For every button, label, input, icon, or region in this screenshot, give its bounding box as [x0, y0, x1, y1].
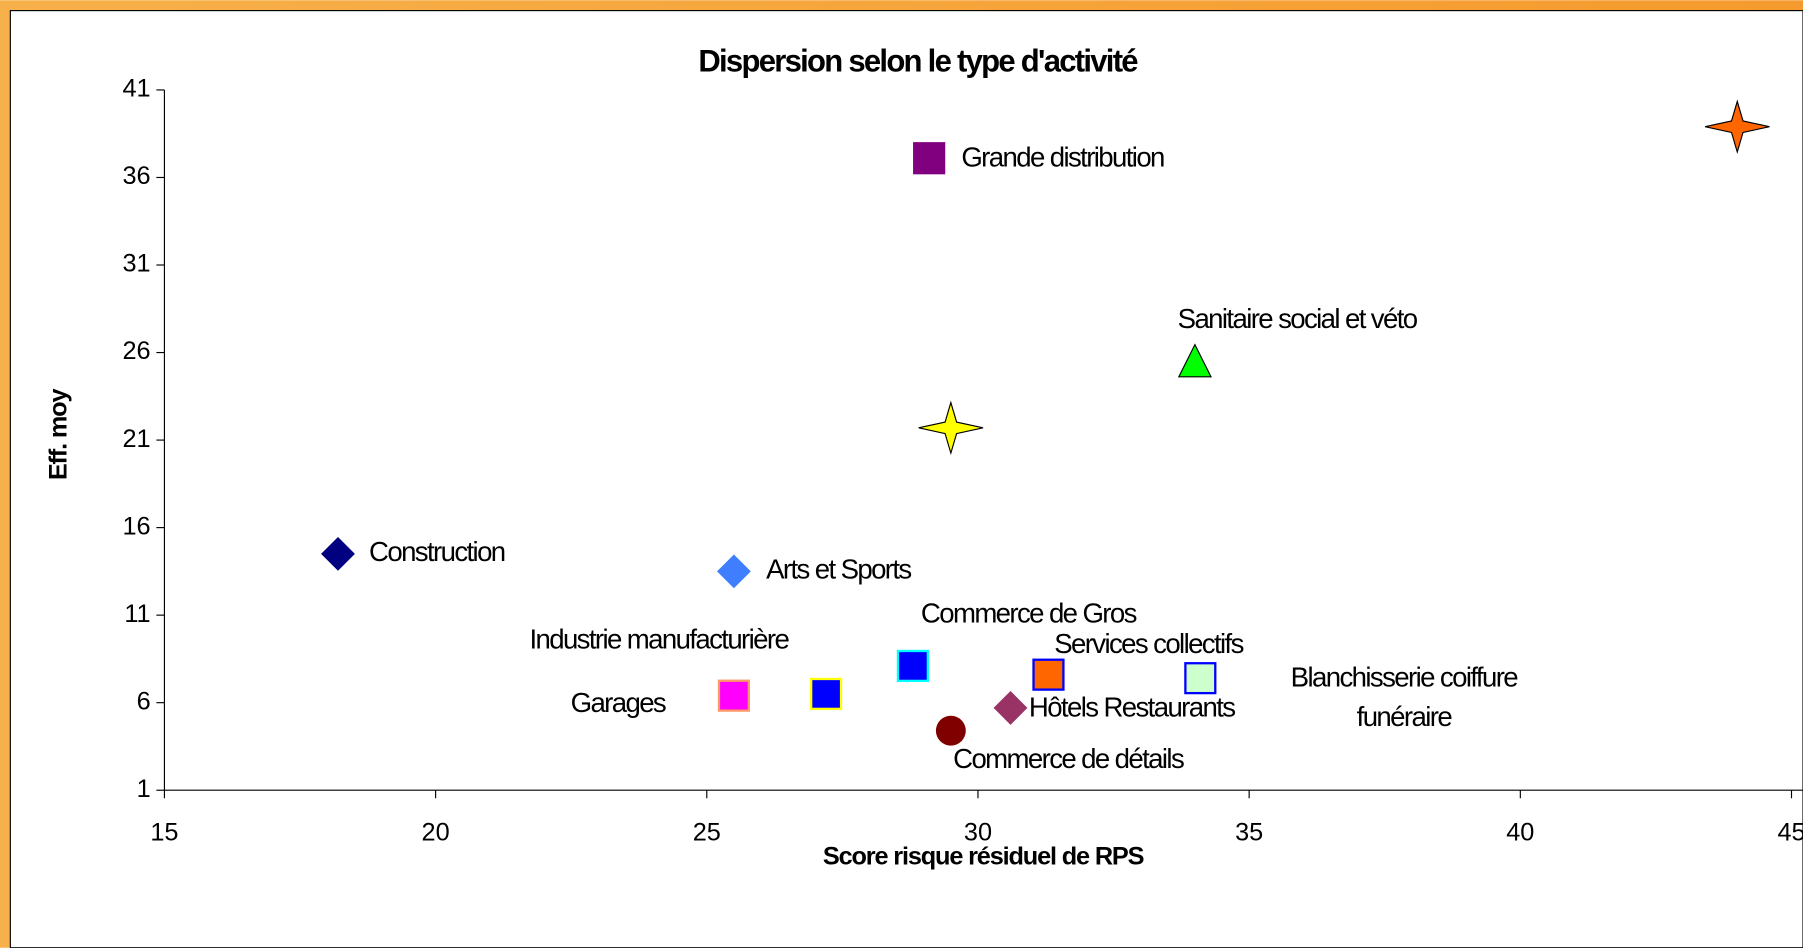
x-tick-label: 35	[1235, 819, 1263, 847]
chart-title: Dispersion selon le type d'activité	[698, 44, 1138, 79]
y-axis-title: Eff. moy	[44, 389, 72, 481]
square-marker	[1184, 662, 1217, 695]
triangle-marker	[1177, 343, 1212, 378]
point-label: Blanchisserie coiffure funéraire	[1290, 662, 1519, 733]
circle-marker	[935, 715, 966, 746]
x-tick-label: 15	[150, 819, 178, 847]
y-tick-label: 16	[123, 512, 151, 540]
x-axis-title: Score risque résiduel de RPS	[823, 843, 1144, 871]
point-label: Commerce de détails	[953, 743, 1184, 774]
point-label: Services collectifs	[1054, 628, 1243, 659]
star-marker	[1704, 99, 1770, 155]
square-marker	[717, 679, 751, 712]
diamond-marker	[321, 536, 355, 571]
y-tick-label: 11	[124, 600, 150, 628]
point-label: Commerce de Gros	[921, 598, 1137, 629]
point-label-box: Blanchisserie coiffure funéraire	[1290, 662, 1519, 733]
y-tick-label: 6	[137, 687, 151, 715]
star-marker	[918, 400, 984, 456]
x-tick-label: 40	[1506, 819, 1534, 847]
point-label: Garages	[571, 687, 666, 718]
y-tick-label: 41	[123, 75, 151, 103]
diamond-marker	[716, 554, 751, 589]
point-label: Sanitaire social et véto	[1178, 303, 1418, 334]
point-label: Construction	[369, 536, 505, 567]
x-tick-label: 30	[964, 819, 992, 847]
y-tick-label: 31	[123, 250, 151, 278]
point-label: Hôtels Restaurants	[1029, 691, 1235, 722]
square-marker	[1032, 658, 1065, 691]
y-tick-label: 1	[137, 775, 151, 803]
point-label: Arts et Sports	[766, 554, 911, 585]
x-tick-label: 20	[422, 819, 450, 847]
x-tick-label: 45	[1777, 819, 1803, 847]
square-marker	[896, 649, 929, 683]
x-tick-label: 25	[693, 819, 721, 847]
y-tick-label: 26	[123, 337, 151, 365]
point-label: Grande distribution	[961, 142, 1164, 173]
y-tick-label: 21	[123, 425, 151, 453]
chart-area	[9, 10, 1803, 948]
square-marker	[810, 677, 843, 711]
y-tick-label: 36	[123, 162, 151, 190]
point-label: Industrie manufacturière	[529, 623, 789, 654]
square-marker	[913, 142, 946, 175]
diamond-marker	[993, 691, 1028, 725]
